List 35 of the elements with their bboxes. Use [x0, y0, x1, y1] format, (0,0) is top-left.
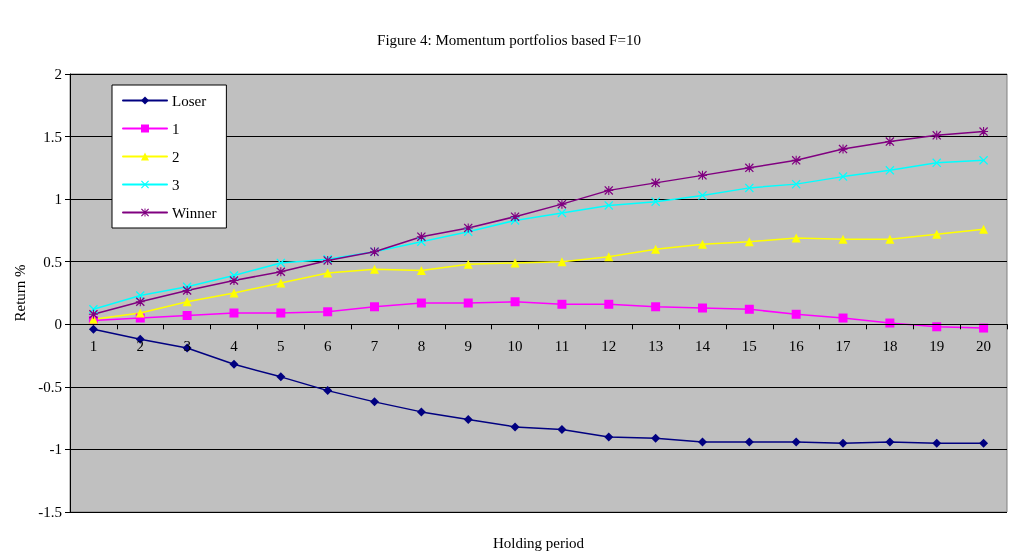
- x-tick-label: 18: [882, 337, 898, 354]
- x-tick-label: 17: [835, 337, 852, 354]
- y-tick-label: 0: [54, 316, 62, 333]
- x-tick-label: 10: [507, 337, 523, 354]
- x-tick-label: 9: [464, 337, 472, 354]
- y-tick-label: -0.5: [38, 378, 62, 395]
- x-tick-label: 20: [976, 337, 992, 354]
- legend-label: 3: [172, 176, 180, 193]
- y-tick-label: 2: [54, 66, 62, 82]
- y-tick-label: 1: [54, 191, 62, 208]
- x-tick-label: 5: [277, 337, 285, 354]
- legend-label: Winner: [172, 204, 217, 221]
- x-tick-label: 4: [230, 337, 239, 354]
- x-tick-label: 11: [554, 337, 570, 354]
- x-tick-label: 7: [370, 337, 379, 354]
- y-tick-label: 1.5: [43, 128, 62, 145]
- x-tick-label: 15: [741, 337, 757, 354]
- x-tick-label: 1: [89, 337, 98, 354]
- legend-label: Loser: [172, 92, 207, 109]
- x-tick-label: 16: [788, 337, 805, 354]
- x-tick-label: 2: [136, 337, 145, 354]
- x-tick-label: 6: [323, 337, 332, 354]
- legend-label: 1: [172, 120, 180, 137]
- y-tick-label: -1: [49, 441, 62, 458]
- y-tick-label: 0.5: [43, 253, 62, 270]
- x-tick-label: 8: [417, 337, 426, 354]
- x-axis-title: Holding period: [492, 535, 585, 551]
- y-tick-label: -1.5: [38, 504, 62, 520]
- x-tick-label: 13: [648, 337, 664, 354]
- legend-label: 2: [172, 148, 180, 165]
- x-tick-label: 12: [601, 337, 617, 354]
- x-tick-label: 19: [929, 337, 945, 354]
- y-axis-title: Return %: [11, 264, 28, 322]
- x-tick-label: 14: [694, 337, 711, 354]
- chart-title: Figure 4: Momentum portfolios based F=10: [377, 31, 641, 48]
